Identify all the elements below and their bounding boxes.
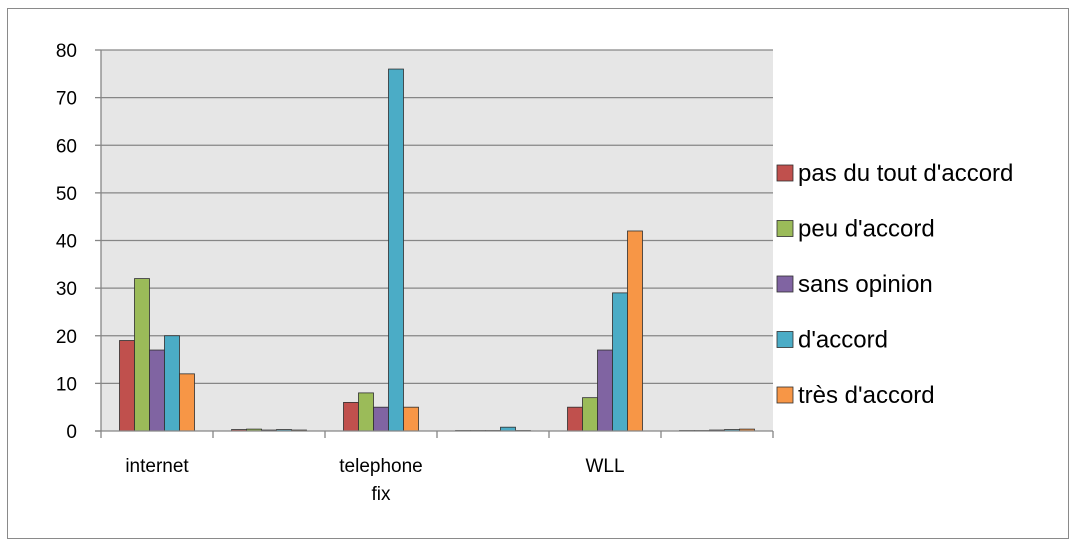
legend-swatch	[776, 275, 794, 293]
bar	[627, 230, 643, 432]
bar	[134, 278, 150, 432]
legend-label: pas du tout d'accord	[798, 160, 1013, 187]
x-category-label: fix	[372, 484, 392, 505]
bar	[358, 392, 374, 432]
x-axis-tick-labels: internet telephone fix WLL	[125, 456, 624, 505]
y-tick-label: 20	[56, 327, 77, 348]
bar	[373, 406, 389, 432]
legend-label: d'accord	[798, 327, 888, 354]
x-category-label: telephone	[339, 456, 422, 477]
legend: pas du tout d'accord peu d'accord sans opi…	[776, 160, 1013, 409]
legend-label: peu d'accord	[798, 216, 935, 243]
y-tick-label: 80	[56, 41, 77, 62]
x-category-label: internet	[125, 456, 189, 477]
bar	[403, 406, 419, 432]
bar	[612, 292, 628, 432]
legend-swatch	[776, 386, 794, 404]
bar	[164, 335, 180, 432]
y-tick-label: 70	[56, 89, 77, 110]
y-tick-label: 30	[56, 279, 77, 300]
bar	[388, 68, 404, 432]
legend-swatch	[776, 331, 794, 348]
bar	[597, 349, 613, 432]
bar	[582, 397, 598, 432]
legend-label: sans opinion	[798, 271, 933, 298]
bar	[567, 406, 583, 432]
bar	[119, 340, 135, 432]
bar	[343, 402, 359, 432]
x-category-label: WLL	[585, 456, 624, 477]
axes	[95, 49, 774, 438]
y-tick-label: 40	[56, 232, 77, 253]
y-tick-label: 60	[56, 136, 77, 157]
y-tick-label: 0	[66, 422, 77, 443]
y-tick-label: 50	[56, 184, 77, 205]
legend-swatch	[776, 164, 794, 182]
y-axis-tick-labels: 0 10 20 30 40 50 60 70 80	[56, 41, 77, 443]
bar	[149, 349, 165, 432]
legend-swatch	[776, 220, 794, 237]
y-tick-label: 10	[56, 374, 77, 395]
gridlines	[101, 49, 773, 385]
bar	[179, 373, 195, 432]
legend-label: très d'accord	[798, 382, 935, 409]
